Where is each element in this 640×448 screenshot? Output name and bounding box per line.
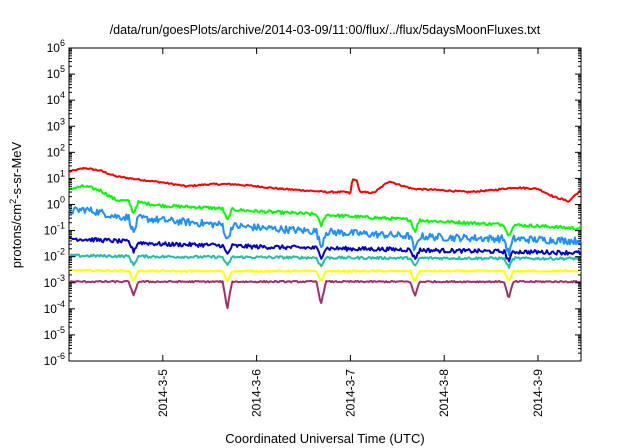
y-tick-label: 10-1 <box>44 221 65 238</box>
y-tick-base: 10 <box>44 224 58 238</box>
y-tick-base: 10 <box>47 119 61 133</box>
chart-title: /data/run/goesPlots/archive/2014-03-09/1… <box>110 23 541 37</box>
y-tick-base: 10 <box>47 93 61 107</box>
y-tick-exp: 0 <box>60 195 65 205</box>
y-tick-base: 10 <box>44 328 58 342</box>
series-line-3 <box>68 206 582 257</box>
y-tick-exp: 4 <box>60 90 65 100</box>
y-tick-base: 10 <box>44 302 58 316</box>
y-tick-label: 102 <box>47 142 65 159</box>
series-line-5 <box>68 253 582 269</box>
y-tick-exp: 1 <box>60 168 65 178</box>
y-axis-label-rest: -s-sr-MeV <box>9 141 24 198</box>
y-axis-label-sup: 2 <box>8 199 18 204</box>
y-tick-exp: 2 <box>60 142 65 152</box>
y-tick-label: 101 <box>47 168 65 185</box>
y-axis-label-base: protons/cm <box>9 204 24 268</box>
y-tick-base: 10 <box>47 67 61 81</box>
x-axis-ticks: 2014-3-5 2014-3-6 2014-3-7 2014-3-8 2014-3-9 <box>156 48 545 417</box>
y-tick-label: 106 <box>47 38 65 55</box>
y-tick-exp: 3 <box>60 116 65 126</box>
series-line-4 <box>68 236 582 263</box>
y-tick-label: 10-4 <box>44 299 65 316</box>
y-tick-base: 10 <box>47 41 61 55</box>
y-tick-label: 10-3 <box>44 273 65 290</box>
y-tick-exp: -3 <box>57 273 65 283</box>
series-line-6 <box>68 268 582 283</box>
y-tick-label: 103 <box>47 116 65 133</box>
y-tick-label: 10-2 <box>44 247 65 264</box>
series-line-7 <box>68 279 582 310</box>
y-tick-exp: 5 <box>60 64 65 74</box>
y-tick-label: 10-6 <box>44 351 65 368</box>
y-tick-label: 105 <box>47 64 65 81</box>
y-tick-base: 10 <box>44 250 58 264</box>
series-layer <box>68 166 582 310</box>
y-tick-label: 104 <box>47 90 65 107</box>
x-tick-label: 2014-3-8 <box>437 369 451 417</box>
y-tick-base: 10 <box>44 276 58 290</box>
series-line-1 <box>68 166 582 203</box>
x-axis-label: Coordinated Universal Time (UTC) <box>225 431 424 446</box>
y-tick-exp: -1 <box>57 221 65 231</box>
y-tick-label: 100 <box>47 195 65 212</box>
y-tick-base: 10 <box>47 171 61 185</box>
y-tick-base: 10 <box>44 354 58 368</box>
y-tick-base: 10 <box>47 198 61 212</box>
y-tick-base: 10 <box>47 145 61 159</box>
y-tick-exp: -4 <box>57 299 65 309</box>
series-line-2 <box>68 184 582 237</box>
y-tick-exp: -2 <box>57 247 65 257</box>
x-tick-label: 2014-3-6 <box>250 369 264 417</box>
y-tick-label: 10-5 <box>44 325 65 342</box>
y-tick-exp: -6 <box>57 351 65 361</box>
y-axis-label: protons/cm2-s-sr-MeV <box>8 141 24 268</box>
x-tick-label: 2014-3-7 <box>343 369 357 417</box>
y-tick-exp: 6 <box>60 38 65 48</box>
y-axis-ticks: 10610510410310210110010-110-210-310-410-… <box>44 38 581 368</box>
x-tick-label: 2014-3-5 <box>156 369 170 417</box>
x-tick-label: 2014-3-9 <box>531 369 545 417</box>
y-tick-exp: -5 <box>57 325 65 335</box>
